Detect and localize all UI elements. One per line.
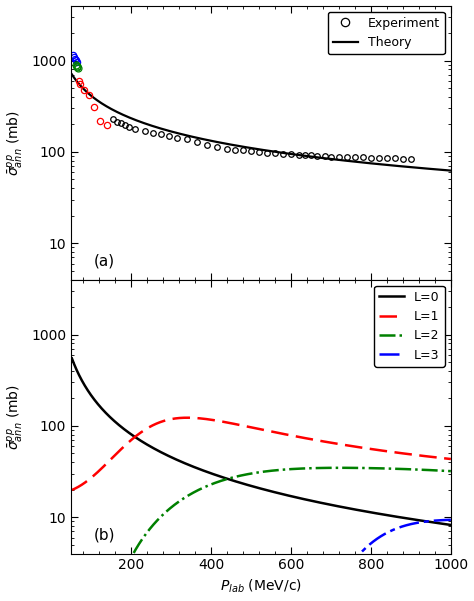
L=3 (400, 523, 405, 530)
L=0 (440, 520, 446, 528)
L=3 (448, 516, 454, 523)
Legend: Experiment, Theory: Experiment, Theory (328, 12, 445, 54)
L=1 (184, 414, 190, 421)
Line: L=3: L=3 (72, 520, 451, 601)
L=1 (112, 451, 118, 459)
X-axis label: $P_{lab}$ (MeV/c): $P_{lab}$ (MeV/c) (220, 578, 302, 596)
L=0 (400, 514, 405, 521)
L=0 (231, 477, 237, 484)
L=2 (448, 468, 454, 475)
Y-axis label: $\bar{\sigma}_{ann}^{pp}$ (mb): $\bar{\sigma}_{ann}^{pp}$ (mb) (6, 109, 26, 175)
L=2 (441, 467, 447, 474)
L=1 (441, 454, 447, 462)
L=2 (112, 594, 118, 601)
Line: L=2: L=2 (72, 468, 451, 601)
Line: L=0: L=0 (72, 358, 451, 525)
L=2 (135, 543, 141, 550)
L=1 (215, 417, 220, 424)
L=0 (214, 472, 220, 479)
L=0 (448, 521, 454, 528)
L=0 (135, 435, 140, 442)
L=1 (69, 486, 75, 493)
L=2 (215, 478, 220, 486)
Text: (a): (a) (94, 254, 115, 269)
Legend: L=0, L=1, L=2, L=3: L=0, L=1, L=2, L=3 (374, 286, 445, 367)
L=2 (337, 464, 343, 471)
L=3 (440, 516, 446, 523)
L=2 (400, 465, 406, 472)
L=1 (231, 420, 237, 427)
Line: L=1: L=1 (72, 418, 451, 490)
L=1 (135, 432, 140, 439)
Y-axis label: $\bar{\sigma}_{ann}^{pp}$ (mb): $\bar{\sigma}_{ann}^{pp}$ (mb) (6, 383, 26, 450)
Text: (b): (b) (94, 528, 115, 543)
L=1 (448, 456, 454, 463)
L=0 (69, 355, 75, 362)
L=0 (112, 418, 118, 426)
L=2 (231, 474, 237, 481)
L=1 (400, 450, 406, 457)
